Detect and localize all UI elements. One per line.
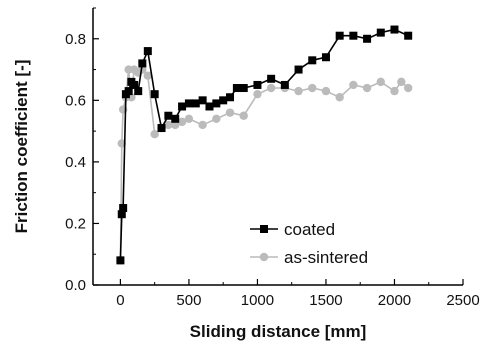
y-tick-label: 0.4	[65, 154, 86, 171]
data-point-coated	[144, 47, 152, 55]
data-point-coated	[199, 96, 207, 104]
data-point-coated	[158, 124, 166, 132]
data-point-as-sintered	[185, 115, 193, 123]
legend-item-as-sintered: as-sintered	[250, 248, 368, 267]
legend-label-as-sintered: as-sintered	[284, 248, 368, 267]
x-tick-label: 0	[116, 292, 124, 309]
x-tick-label: 1000	[241, 292, 274, 309]
x-tick-label: 2000	[378, 292, 411, 309]
data-point-coated	[212, 99, 220, 107]
data-point-coated	[192, 99, 200, 107]
x-tick-label: 500	[176, 292, 201, 309]
data-point-coated	[205, 102, 213, 110]
data-point-as-sintered	[294, 87, 302, 95]
data-point-coated	[134, 87, 142, 95]
data-point-coated	[185, 99, 193, 107]
x-tick-label: 2500	[446, 292, 479, 309]
legend: coated as-sintered	[250, 220, 368, 267]
legend-label-coated: coated	[284, 220, 335, 239]
data-point-coated	[336, 32, 344, 40]
data-point-coated	[240, 84, 248, 92]
y-tick-label: 0.6	[65, 92, 86, 109]
data-point-as-sintered	[240, 112, 248, 120]
data-point-coated	[363, 35, 371, 43]
data-point-coated	[226, 93, 234, 101]
data-point-as-sintered	[377, 78, 385, 86]
data-point-coated	[390, 26, 398, 34]
data-point-coated	[171, 115, 179, 123]
data-point-as-sintered	[397, 78, 405, 86]
data-point-coated	[253, 81, 261, 89]
data-point-coated	[404, 32, 412, 40]
series-as-sintered	[116, 65, 412, 264]
y-tick-label: 0.0	[65, 277, 86, 294]
data-point-coated	[267, 75, 275, 83]
data-point-as-sintered	[226, 108, 234, 116]
data-point-coated	[151, 90, 159, 98]
data-point-as-sintered	[363, 84, 371, 92]
legend-marker-as-sintered	[260, 253, 268, 261]
data-point-coated	[308, 56, 316, 64]
data-point-coated	[233, 84, 241, 92]
legend-marker-coated	[260, 225, 268, 233]
data-point-as-sintered	[390, 87, 398, 95]
data-point-as-sintered	[198, 121, 206, 129]
data-point-coated	[164, 112, 172, 120]
data-point-coated	[138, 59, 146, 67]
x-tick-label: 1500	[309, 292, 342, 309]
data-point-as-sintered	[404, 84, 412, 92]
data-point-as-sintered	[267, 84, 275, 92]
data-point-coated	[219, 96, 227, 104]
data-point-coated	[322, 53, 330, 61]
y-axis-title: Friction coefficient [-]	[12, 60, 31, 234]
y-tick-label: 0.8	[65, 31, 86, 48]
axes-layer: 0 500 1000 1500 2000 2500 0.0 0.2 0.4 0.6 0.8	[65, 8, 480, 309]
x-axis-title: Sliding distance [mm]	[190, 322, 367, 341]
data-point-coated	[349, 32, 357, 40]
data-point-coated	[119, 204, 127, 212]
legend-item-coated: coated	[250, 220, 335, 239]
data-point-as-sintered	[308, 84, 316, 92]
data-point-coated	[178, 102, 186, 110]
data-point-as-sintered	[212, 115, 220, 123]
data-point-as-sintered	[335, 93, 343, 101]
data-point-coated	[116, 256, 124, 264]
data-point-as-sintered	[349, 81, 357, 89]
data-point-coated	[295, 66, 303, 74]
y-tick-label: 0.2	[65, 215, 86, 232]
data-point-as-sintered	[253, 90, 261, 98]
data-point-coated	[281, 81, 289, 89]
data-point-as-sintered	[322, 87, 330, 95]
data-point-coated	[377, 29, 385, 37]
